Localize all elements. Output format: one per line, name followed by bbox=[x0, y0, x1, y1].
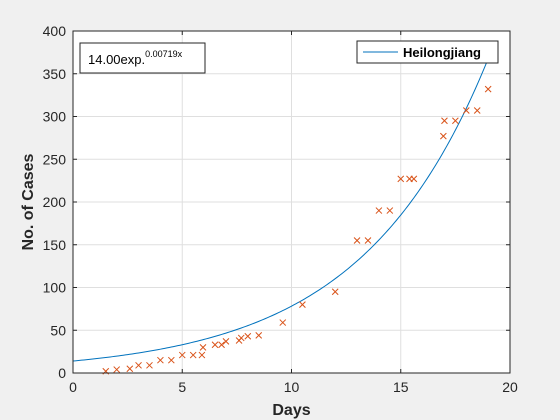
y-tick-label: 200 bbox=[43, 194, 67, 210]
data-point bbox=[386, 207, 394, 214]
data-point bbox=[126, 365, 134, 373]
y-axis-label: No. of Cases bbox=[20, 153, 37, 250]
y-tick-label: 50 bbox=[50, 322, 66, 338]
y-tick-label: 0 bbox=[58, 365, 66, 381]
data-point bbox=[211, 341, 219, 349]
annotation-exponent: 0.00719x bbox=[145, 49, 183, 59]
data-point bbox=[375, 207, 383, 214]
data-point bbox=[299, 301, 306, 308]
grid bbox=[73, 31, 510, 373]
data-point bbox=[146, 361, 153, 369]
data-point bbox=[353, 237, 361, 244]
data-point bbox=[218, 341, 225, 349]
x-tick-label: 0 bbox=[69, 379, 77, 395]
data-point bbox=[198, 351, 206, 359]
x-tick-label: 10 bbox=[284, 379, 300, 395]
y-tick-label: 150 bbox=[43, 237, 67, 253]
data-point bbox=[189, 351, 197, 359]
data-point bbox=[440, 132, 447, 140]
data-point bbox=[135, 361, 142, 369]
x-tick-label: 20 bbox=[502, 379, 518, 395]
data-point bbox=[113, 366, 121, 373]
data-point bbox=[452, 117, 459, 125]
y-tick-label: 350 bbox=[43, 66, 67, 82]
legend: Heilongjiang bbox=[356, 40, 499, 64]
y-tick-label: 100 bbox=[43, 280, 67, 296]
x-axis-label: Days bbox=[272, 402, 310, 419]
data-point bbox=[484, 85, 492, 93]
svg-text:14.00exp.0.00719x: 14.00exp.0.00719x bbox=[88, 49, 183, 67]
legend-label: Heilongjiang bbox=[403, 45, 481, 60]
y-tick-label: 300 bbox=[43, 109, 67, 125]
data-point bbox=[364, 237, 372, 244]
annotation-box: 14.00exp.0.00719x bbox=[79, 42, 206, 74]
data-point bbox=[331, 288, 339, 296]
data-point bbox=[199, 343, 207, 351]
data-point bbox=[167, 356, 175, 364]
data-point bbox=[397, 175, 405, 183]
data-point bbox=[255, 332, 263, 339]
data-point bbox=[222, 338, 230, 345]
data-point bbox=[237, 334, 245, 342]
data-point bbox=[462, 107, 470, 114]
data-point bbox=[244, 332, 252, 340]
data-point bbox=[178, 351, 186, 359]
data-point bbox=[473, 107, 481, 114]
data-point bbox=[279, 319, 287, 326]
data-point bbox=[410, 175, 418, 183]
x-tick-label: 15 bbox=[393, 379, 409, 395]
plot-layer bbox=[72, 53, 492, 375]
x-tick-label: 5 bbox=[178, 379, 186, 395]
data-point bbox=[157, 356, 164, 364]
data-point bbox=[441, 117, 448, 125]
annotation-base: 14.00exp. bbox=[88, 52, 145, 67]
fit-line-heilongjiang bbox=[72, 53, 491, 362]
y-tick-label: 250 bbox=[43, 151, 67, 167]
y-tick-label: 400 bbox=[43, 23, 67, 39]
